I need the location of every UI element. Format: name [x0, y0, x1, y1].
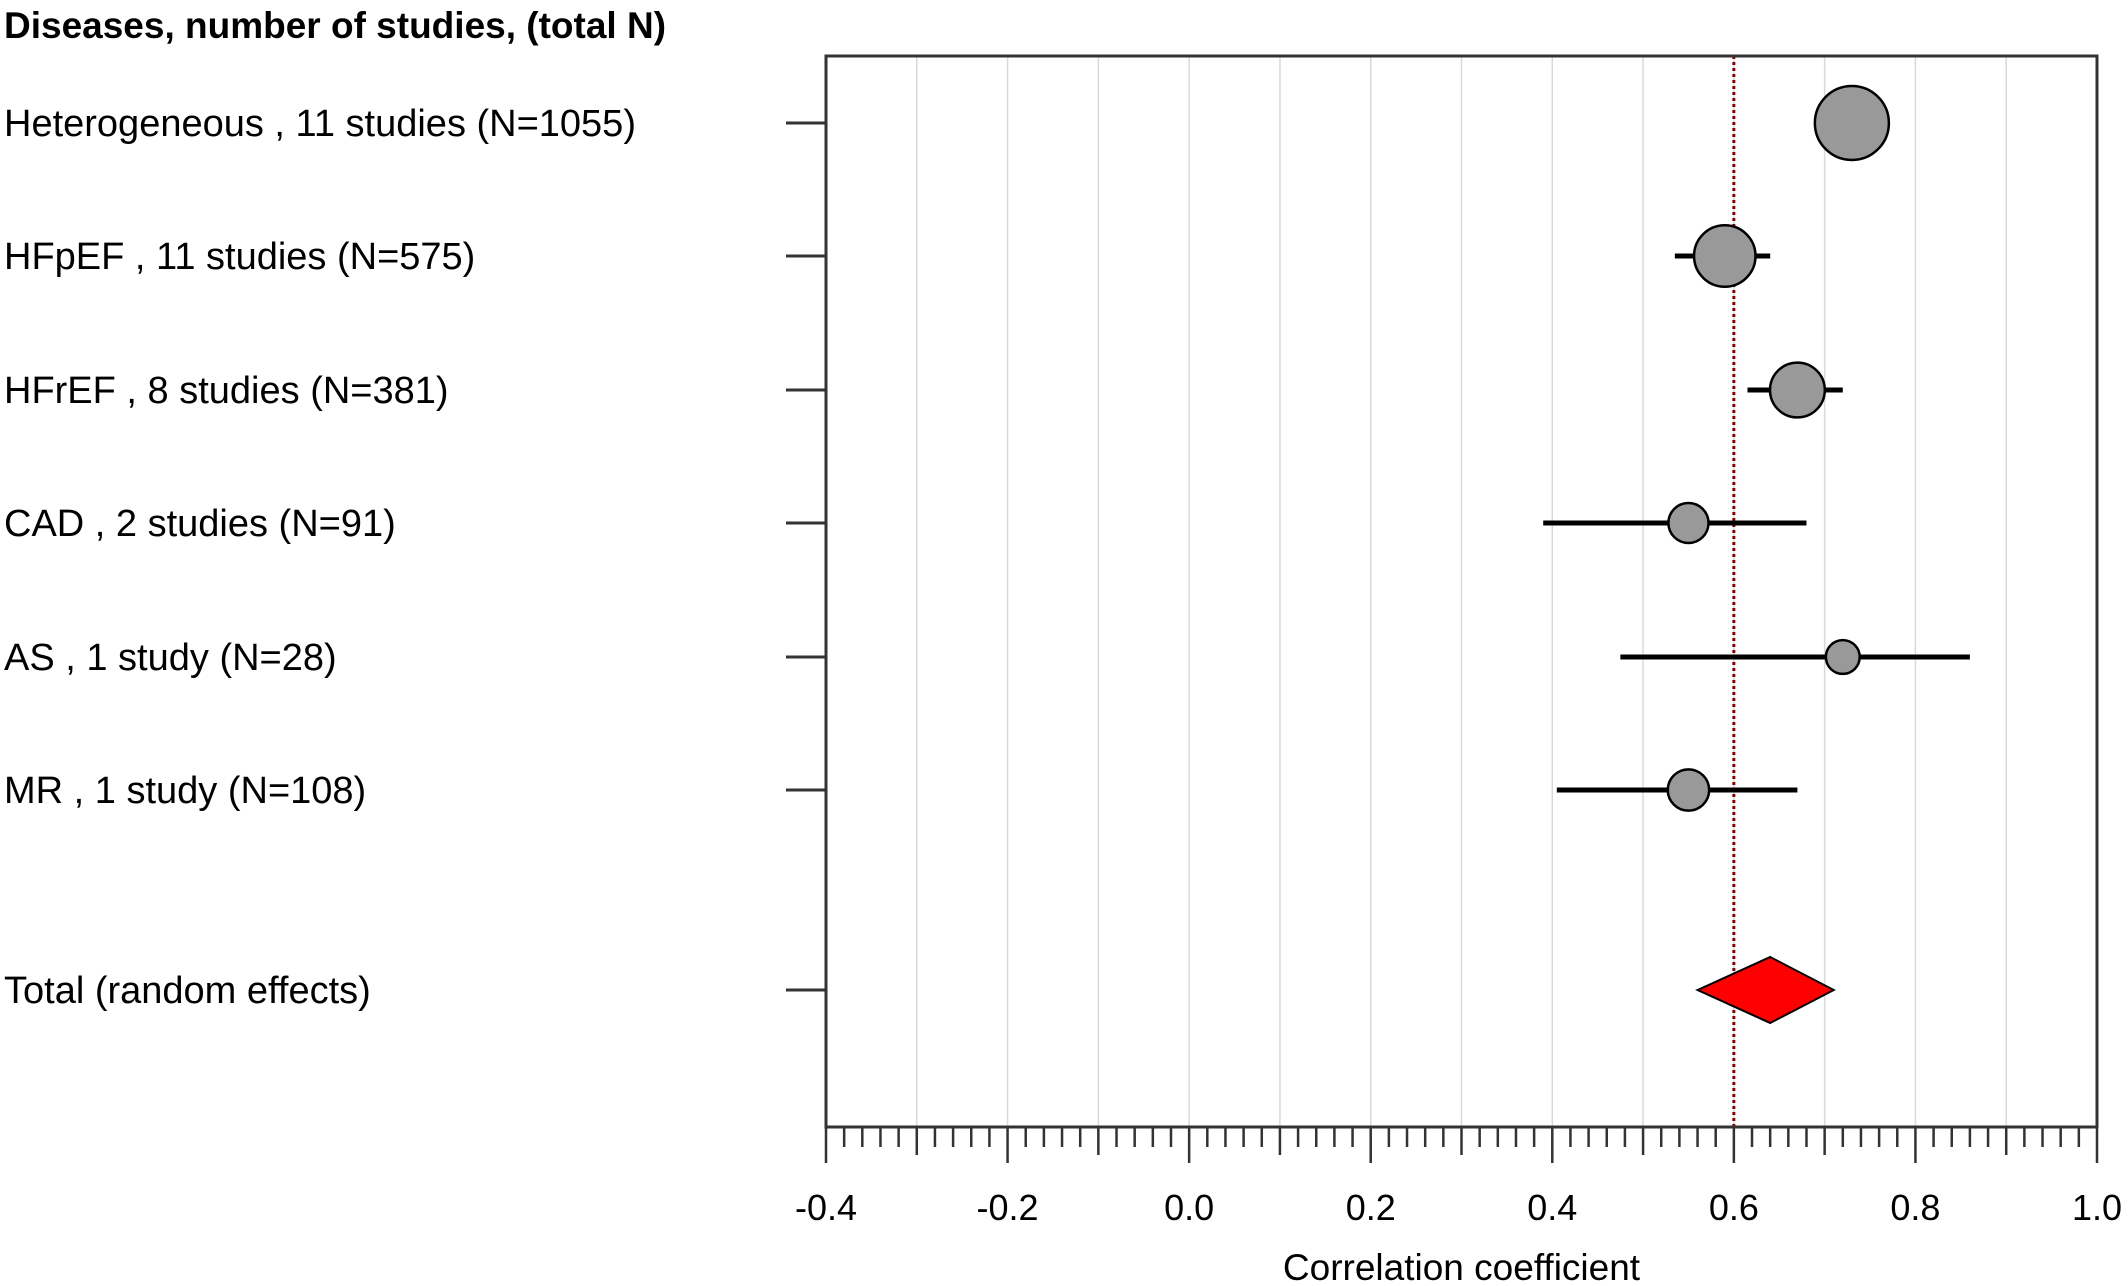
x-tick-label: 1.0: [2072, 1187, 2122, 1228]
study-row: HFpEF , 11 studies (N=575): [4, 224, 1771, 288]
x-axis-title: Correlation coefficient: [1283, 1247, 1641, 1286]
row-label: Heterogeneous , 11 studies (N=1055): [4, 103, 636, 145]
x-tick-label: 0.8: [1890, 1187, 1940, 1228]
gridlines: [916, 56, 2007, 1127]
total-label: Total (random effects): [4, 970, 371, 1012]
effect-marker: [1667, 501, 1710, 545]
effect-marker: [1692, 224, 1757, 288]
x-tick-label: 0.0: [1164, 1187, 1214, 1228]
pooled-estimate-diamond: [1695, 955, 1836, 1025]
effect-marker: [1768, 361, 1827, 419]
study-row: AS , 1 study (N=28): [4, 637, 1970, 679]
study-row: HFrEF , 8 studies (N=381): [4, 361, 1843, 419]
x-tick-label: 0.4: [1527, 1187, 1577, 1228]
x-tick-label: 0.6: [1709, 1187, 1759, 1228]
row-label: HFrEF , 8 studies (N=381): [4, 370, 449, 412]
x-axis: -0.4 -0.2 0.0 0.2 0.4 0.6 0.8 1.0: [795, 1127, 2122, 1228]
column-header: Diseases, number of studies, (total N): [4, 5, 666, 46]
study-rows: Heterogeneous , 11 studies (N=1055) HFpEF…: [4, 84, 1970, 1025]
study-row: Heterogeneous , 11 studies (N=1055): [4, 84, 1891, 162]
study-row: MR , 1 study (N=108): [4, 768, 1798, 812]
x-tick-label: 0.2: [1346, 1187, 1396, 1228]
row-label: CAD , 2 studies (N=91): [4, 503, 396, 545]
effect-marker: [1813, 84, 1891, 162]
x-tick-label: -0.4: [795, 1187, 857, 1228]
study-row: CAD , 2 studies (N=91): [4, 501, 1807, 545]
row-label: HFpEF , 11 studies (N=575): [4, 236, 475, 278]
row-label: MR , 1 study (N=108): [4, 770, 366, 812]
effect-marker: [1666, 768, 1711, 812]
total-row: Total (random effects): [4, 955, 1836, 1025]
x-tick-label: -0.2: [977, 1187, 1039, 1228]
row-label: AS , 1 study (N=28): [4, 637, 337, 679]
effect-marker: [1824, 638, 1861, 676]
